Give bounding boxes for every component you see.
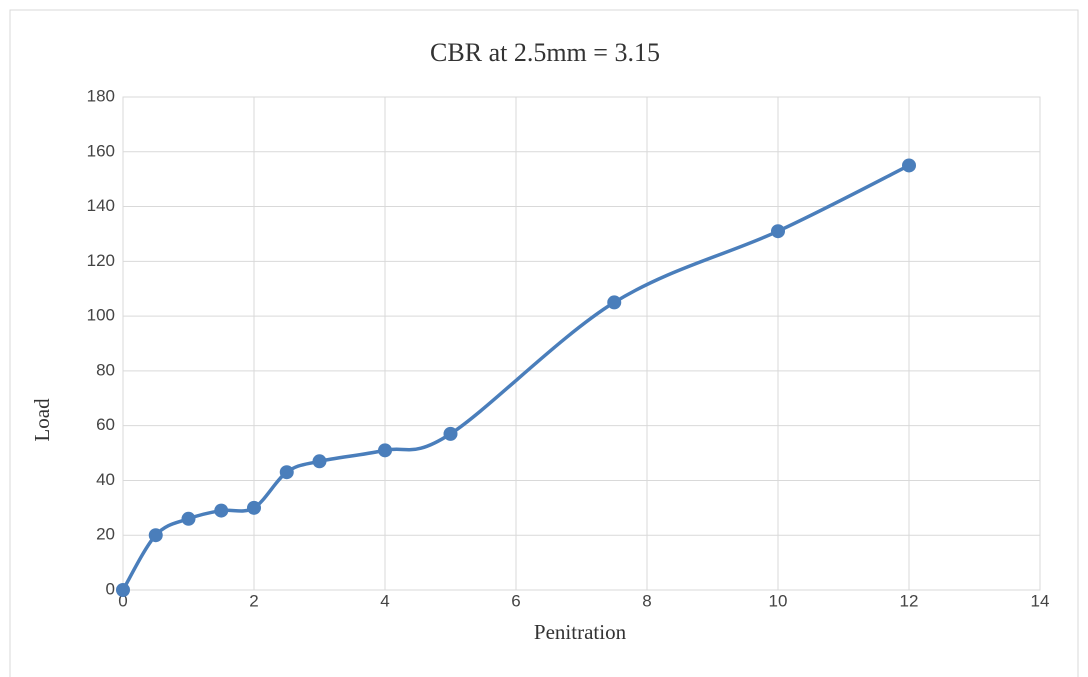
chart-title: CBR at 2.5mm = 3.15 [430, 38, 660, 67]
data-point [148, 528, 163, 543]
x-tick-label: 12 [900, 591, 919, 610]
data-point [312, 454, 327, 469]
plot-border [122, 96, 1041, 591]
x-tick-label: 0 [118, 591, 127, 610]
data-point [247, 500, 261, 515]
data-point [443, 426, 458, 441]
data-point [116, 583, 130, 597]
data-point [378, 443, 392, 458]
y-tick-label: 0 [106, 579, 115, 598]
x-tick-label: 4 [380, 591, 389, 610]
x-axis-label: Penitration [534, 620, 627, 644]
y-tick-label: 100 [87, 306, 115, 325]
data-point [771, 224, 785, 239]
y-tick-label: 120 [87, 251, 115, 270]
x-tick-label: 8 [642, 591, 651, 610]
x-tick-label: 14 [1031, 591, 1050, 610]
x-tick-label: 10 [769, 591, 788, 610]
x-tick-label: 6 [511, 591, 520, 610]
chart-frame [9, 9, 1079, 677]
y-tick-label: 160 [87, 141, 115, 160]
data-point [607, 295, 622, 310]
y-tick-label: 80 [96, 360, 115, 379]
y-tick-label: 20 [96, 525, 115, 544]
x-tick-label: 2 [249, 591, 258, 610]
data-point [902, 158, 916, 173]
y-tick-label: 180 [87, 86, 115, 105]
data-point [214, 503, 229, 518]
data-point [279, 465, 294, 480]
data-point [181, 511, 196, 526]
y-tick-label: 140 [87, 196, 115, 215]
y-tick-label: 60 [96, 415, 115, 434]
y-tick-label: 40 [96, 470, 115, 489]
y-axis-label: Load [30, 398, 54, 442]
